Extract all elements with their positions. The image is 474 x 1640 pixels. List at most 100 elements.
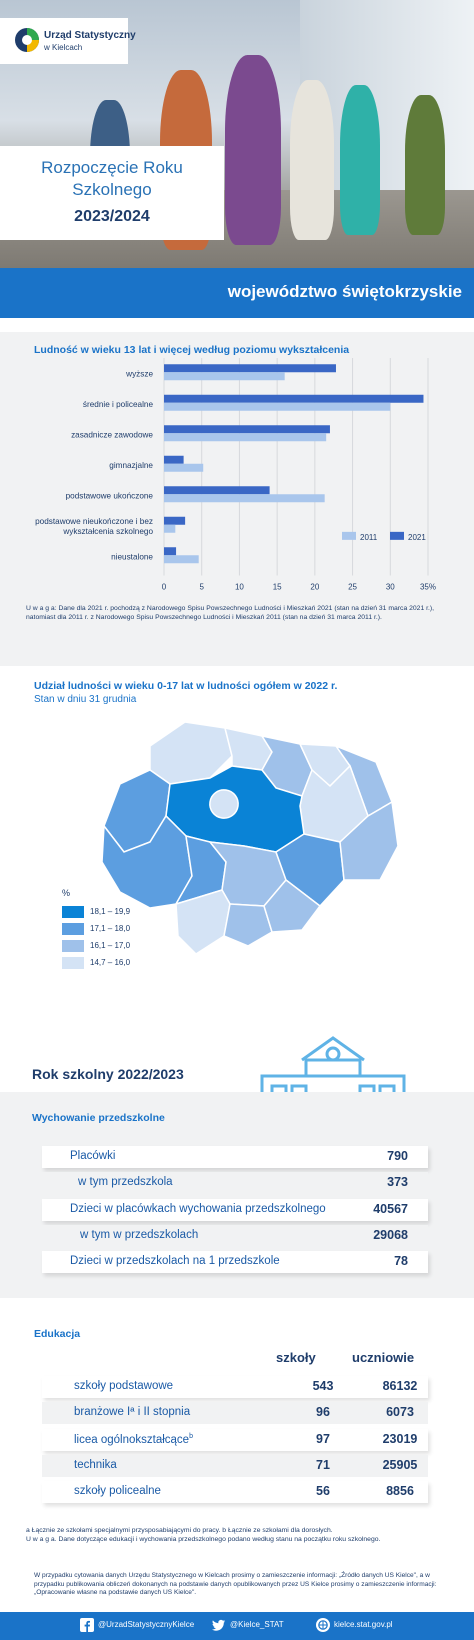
- education-row-label: licea ogólnokształcąceb: [74, 1433, 193, 1446]
- bar-2021: [164, 425, 330, 434]
- preschool-row-label: Dzieci w placówkach wychowania przedszko…: [70, 1203, 326, 1215]
- preschool-row-value: 29068: [373, 1228, 408, 1242]
- x-tick-label: 10: [235, 583, 244, 592]
- hero-child: [225, 55, 281, 245]
- page-title-line2: Szkolnego: [72, 180, 152, 199]
- legend-swatch: [342, 531, 356, 540]
- preschool-row: Placówki 790: [42, 1146, 428, 1168]
- legend-label: 2021: [408, 533, 426, 542]
- map-subtitle: Stan w dniu 31 grudnia: [34, 694, 137, 705]
- preschool-row-label: w tym przedszkola: [78, 1176, 173, 1188]
- education-row-label: szkoły policealne: [74, 1485, 161, 1497]
- education-row-label: technika: [74, 1459, 117, 1471]
- x-tick-label: 20: [310, 583, 319, 592]
- preschool-row-value: 40567: [373, 1202, 408, 1216]
- bar-2011: [164, 555, 199, 564]
- preschool-row-label: Placówki: [70, 1150, 116, 1162]
- citation-note: W przypadku cytowania danych Urzędu Stat…: [34, 1572, 437, 1596]
- x-tick-label: 25: [348, 583, 357, 592]
- education-chart-title: Ludność w wieku 13 lat i więcej według p…: [34, 344, 350, 356]
- preschool-row: w tym w przedszkolach 29068: [42, 1225, 428, 1247]
- bar-2021: [164, 455, 184, 464]
- map-county: [223, 903, 273, 947]
- column-header-students: uczniowie: [352, 1350, 415, 1365]
- facebook-link[interactable]: @UrzadStatystycznyKielce: [98, 1620, 195, 1629]
- education-row-label-text: licea ogólnokształcące: [74, 1433, 190, 1446]
- category-label: nieustalone: [111, 552, 153, 561]
- footnote: a Łącznie ze szkołami specjalnymi przysp…: [26, 1527, 333, 1534]
- education-row-schools: 71: [316, 1458, 330, 1472]
- bar-2011: [164, 524, 176, 533]
- footer-bar: @UrzadStatystycznyKielce @Kielce_STAT ki…: [0, 1612, 474, 1640]
- twitter-icon[interactable]: [212, 1618, 226, 1632]
- column-header-schools: szkoły: [276, 1350, 316, 1365]
- legend-label: 16,1 – 17,0: [90, 941, 131, 950]
- category-label: gimnazjalne: [109, 461, 153, 470]
- education-bar-chart: 0 5 10 15 20 25 30 35% wyższe średnie i policealn…: [35, 358, 436, 592]
- legend-swatch: [62, 957, 84, 969]
- page-title-year: 2023/2024: [74, 208, 150, 225]
- education-chart-note: U w a g a: Dane dla 2021 r. pochodzą z N…: [26, 605, 435, 621]
- category-label: podstawowe nieukończone i bez: [35, 517, 153, 526]
- x-tick-label: 35%: [420, 583, 436, 592]
- legend-swatch: [62, 906, 84, 918]
- preschool-row: Dzieci w placówkach wychowania przedszko…: [42, 1199, 428, 1221]
- education-row-schools: 543: [312, 1379, 334, 1393]
- x-tick-label: 30: [386, 583, 395, 592]
- bar-2021: [164, 547, 177, 556]
- education-row-schools: 56: [316, 1484, 330, 1498]
- website-link[interactable]: kielce.stat.gov.pl: [334, 1620, 393, 1629]
- bar-2021: [164, 364, 336, 373]
- legend-label: 18,1 – 19,9: [90, 907, 131, 916]
- category-label: wyższe: [125, 369, 153, 378]
- bar-2011: [164, 463, 204, 472]
- bar-2011: [164, 372, 285, 381]
- x-tick-label: 15: [273, 583, 282, 592]
- map-title: Udział ludności w wieku 0-17 lat w ludno…: [34, 680, 338, 692]
- twitter-link[interactable]: @Kielce_STAT: [230, 1620, 284, 1629]
- school-year-title: Rok szkolny 2022/2023: [32, 1066, 184, 1082]
- category-label: podstawowe ukończone: [66, 491, 154, 500]
- legend-label: 2011: [360, 533, 378, 542]
- hero-child: [405, 95, 445, 235]
- page-title-line1: Rozpoczęcie Roku: [41, 158, 183, 177]
- hero-banner: Urząd Statystyczny w Kielcach Rozpoczęci…: [0, 0, 474, 268]
- legend-label: 14,7 – 16,0: [90, 958, 131, 967]
- education-row-students: 6073: [386, 1405, 414, 1419]
- bar-2021: [164, 394, 424, 403]
- globe-icon[interactable]: [316, 1618, 330, 1632]
- region-band: województwo świętokrzyskie: [0, 268, 474, 318]
- bar-2011: [164, 402, 391, 411]
- education-row: licea ogólnokształcąceb 97 23019: [42, 1429, 428, 1451]
- legend-swatch: [390, 531, 404, 540]
- legend-label: 17,1 – 18,0: [90, 924, 131, 933]
- education-row-students: 23019: [382, 1432, 418, 1446]
- education-row-students: 25905: [382, 1458, 418, 1472]
- region-name: województwo świętokrzyskie: [227, 282, 462, 301]
- category-label: zasadnicze zawodowe: [71, 430, 153, 439]
- preschool-row-value: 373: [387, 1175, 408, 1189]
- logo[interactable]: Urząd Statystyczny w Kielcach: [0, 18, 136, 64]
- education-chart-section: Ludność w wieku 13 lat i więcej według p…: [0, 332, 474, 666]
- region-map: [101, 721, 399, 955]
- preschool-row: w tym przedszkola 373: [42, 1172, 428, 1194]
- preschool-title: Wychowanie przedszkolne: [32, 1112, 165, 1124]
- category-label: średnie i policealne: [83, 400, 154, 409]
- x-tick-label: 5: [199, 583, 204, 592]
- preschool-row: Dzieci w przedszkolach na 1 przedszkole …: [42, 1251, 428, 1273]
- facebook-icon[interactable]: [80, 1618, 94, 1632]
- map-section: Udział ludności w wieku 0-17 lat w ludno…: [0, 666, 474, 1026]
- logo-subtitle: w Kielcach: [44, 43, 83, 52]
- category-label: wykształcenia szkolnego: [62, 527, 153, 536]
- x-tick-label: 0: [162, 583, 167, 592]
- footnote: U w a g a. Dane dotyczące edukacji i wyc…: [26, 1536, 381, 1543]
- education-row-students: 8856: [386, 1484, 414, 1498]
- logo-mark-icon: [15, 28, 39, 52]
- map-county: [339, 800, 399, 881]
- map-legend-title: %: [62, 888, 71, 898]
- education-title: Edukacja: [34, 1328, 81, 1340]
- legend-swatch: [62, 923, 84, 935]
- logo-title: Urząd Statystyczny: [44, 30, 136, 41]
- bar-2011: [164, 433, 327, 442]
- bar-2011: [164, 494, 325, 503]
